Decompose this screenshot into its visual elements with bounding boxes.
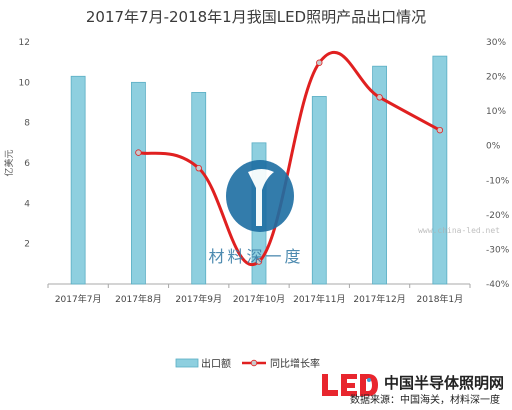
line-point [316,59,323,66]
brand-name: 中国半导体照明网 [384,374,504,392]
y-tick-label: 10 [19,78,31,88]
y-tick-label: 4 [24,199,30,209]
line-point [195,164,202,172]
y-tick-label: 12 [19,38,30,48]
y2-tick-label: 0% [486,142,501,152]
x-tick-label: 2017年12月 [353,293,405,305]
y2-tick-label: 10% [486,107,506,117]
site-url: www.china-led.net [418,226,500,235]
legend-bar-swatch [175,358,199,368]
y2-tick-label: -20% [486,211,510,221]
x-tick-label: 2017年8月 [115,293,162,305]
legend-line-label: 同比增长率 [270,357,320,370]
y-tick-label: 6 [24,159,30,169]
watermark-logo-mark [248,169,274,226]
chart-title: 2017年7月-2018年1月我国LED照明产品出口情况 [86,8,426,26]
legend: 出口额 同比增长率 [175,357,320,370]
led-logo-icon [322,374,378,396]
line-point [135,149,142,156]
y-tick-label: 2 [24,240,30,250]
x-tick-label: 2017年7月 [55,293,102,305]
line-series [135,50,444,266]
y2-tick-label: -40% [486,280,510,290]
data-source: 数据来源：中国海关，材料深一度 [350,393,500,406]
growth-line [138,50,441,266]
line-point [436,126,444,134]
y2-tick-label: 20% [486,73,506,83]
y2-axis-ticks: -40% -30% -20% -10% 0% 10% 20% 30% [486,38,510,290]
bar [191,92,207,285]
watermark-text: 材料深一度 [208,247,303,266]
bar [311,96,327,285]
y-axis-label: 亿美元 [3,149,15,176]
x-tick-label: 2017年9月 [175,293,222,305]
x-tick-label: 2018年1月 [417,293,464,305]
bar [70,75,86,285]
legend-line-marker [250,359,258,367]
legend-bar-label: 出口额 [201,357,231,370]
y2-tick-label: -10% [486,176,510,186]
watermark: 材料深一度 [208,160,303,266]
bar [131,81,146,285]
y-axis-ticks: 2 4 6 8 10 12 [19,38,31,250]
footer: 中国半导体照明网 数据来源：中国海关，材料深一度 www.china-led.n… [322,226,504,406]
y2-tick-label: -30% [486,245,510,255]
x-tick-label: 2017年11月 [293,293,345,305]
category-labels: 2017年7月 2017年8月 2017年9月 2017年10月 2017年11月 201… [47,284,471,305]
bar [372,65,387,285]
x-tick-label: 2017年10月 [233,293,285,305]
y2-tick-label: 30% [486,38,506,48]
y-tick-label: 8 [24,119,30,129]
line-point [255,258,263,265]
line-point [376,94,383,101]
bar [432,55,448,285]
